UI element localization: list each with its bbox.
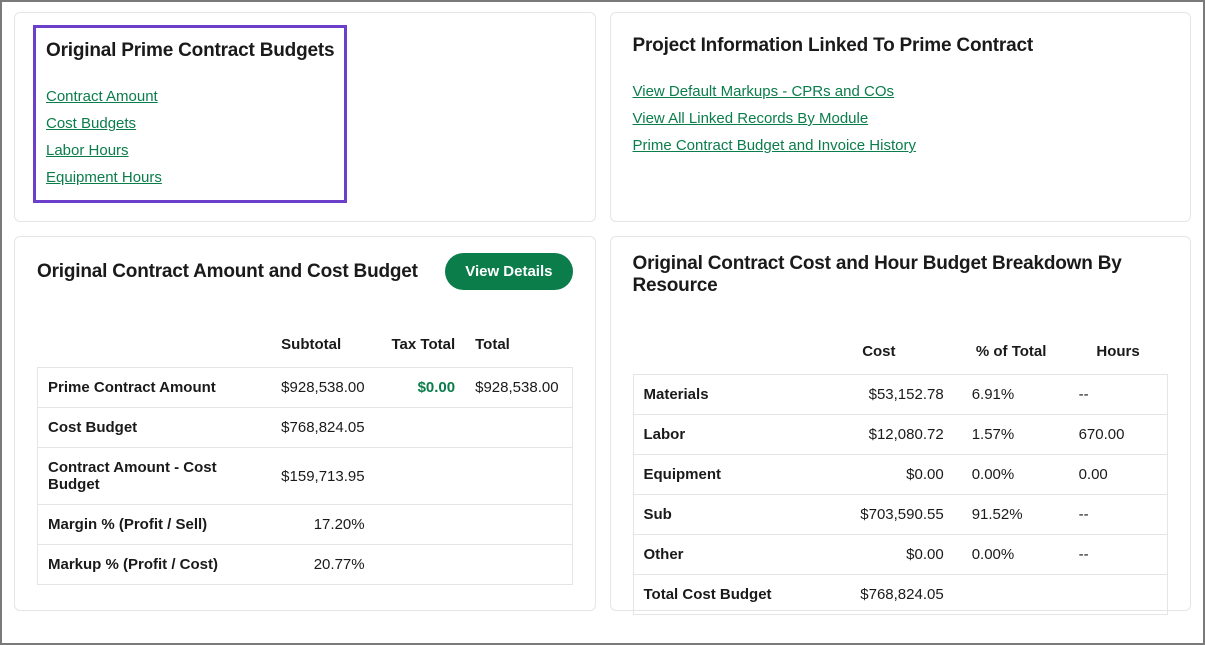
row-subtotal: $159,713.95 bbox=[271, 448, 374, 505]
col-blank bbox=[38, 326, 272, 368]
col-blank bbox=[633, 333, 804, 375]
card-prime-contract-budgets: Original Prime Contract Budgets Contract… bbox=[14, 12, 596, 222]
row-label: Markup % (Profit / Cost) bbox=[38, 545, 272, 585]
table-row: Cost Budget $768,824.05 bbox=[38, 408, 573, 448]
col-pct: % of Total bbox=[954, 333, 1061, 375]
row-label: Equipment bbox=[633, 455, 804, 495]
row-pct: 6.91% bbox=[954, 375, 1061, 415]
card-title-budgets: Original Prime Contract Budgets bbox=[46, 40, 334, 62]
row-hours: 0.00 bbox=[1061, 455, 1168, 495]
card-title-project-info: Project Information Linked To Prime Cont… bbox=[633, 35, 1169, 57]
row-label: Contract Amount - Cost Budget bbox=[38, 448, 272, 505]
row-cost: $703,590.55 bbox=[804, 495, 954, 535]
row-tax bbox=[375, 505, 466, 545]
col-subtotal: Subtotal bbox=[271, 326, 374, 368]
table-amount-budget: Subtotal Tax Total Total Prime Contract … bbox=[37, 326, 573, 585]
table-header-row: Subtotal Tax Total Total bbox=[38, 326, 573, 368]
link-labor-hours[interactable]: Labor Hours bbox=[46, 142, 129, 159]
link-contract-amount[interactable]: Contract Amount bbox=[46, 88, 158, 105]
table-row: Prime Contract Amount $928,538.00 $0.00 … bbox=[38, 368, 573, 408]
card-title-amount-budget: Original Contract Amount and Cost Budget bbox=[37, 261, 418, 283]
table-row: Margin % (Profit / Sell) 17.20% bbox=[38, 505, 573, 545]
card-project-info: Project Information Linked To Prime Cont… bbox=[610, 12, 1192, 222]
row-subtotal: 17.20% bbox=[271, 505, 374, 545]
link-linked-records[interactable]: View All Linked Records By Module bbox=[633, 110, 869, 127]
row-pct: 1.57% bbox=[954, 415, 1061, 455]
row-total bbox=[465, 448, 572, 505]
card-breakdown: Original Contract Cost and Hour Budget B… bbox=[610, 236, 1192, 611]
row-label: Other bbox=[633, 535, 804, 575]
row-total bbox=[465, 545, 572, 585]
link-list-project-info: View Default Markups - CPRs and COs View… bbox=[633, 83, 1169, 154]
row-hours: 670.00 bbox=[1061, 415, 1168, 455]
row-hours: -- bbox=[1061, 535, 1168, 575]
row-label: Margin % (Profit / Sell) bbox=[38, 505, 272, 545]
row-pct: 91.52% bbox=[954, 495, 1061, 535]
col-hours: Hours bbox=[1061, 333, 1168, 375]
link-cost-budgets[interactable]: Cost Budgets bbox=[46, 115, 136, 132]
row-total bbox=[465, 505, 572, 545]
row-label: Materials bbox=[633, 375, 804, 415]
row-tax bbox=[375, 448, 466, 505]
row-label: Sub bbox=[633, 495, 804, 535]
row-tax bbox=[375, 408, 466, 448]
view-details-button[interactable]: View Details bbox=[445, 253, 572, 290]
row-pct: 0.00% bbox=[954, 535, 1061, 575]
row-label: Total Cost Budget bbox=[633, 575, 804, 615]
table-row: Sub $703,590.55 91.52% -- bbox=[633, 495, 1168, 535]
row-label: Prime Contract Amount bbox=[38, 368, 272, 408]
row-cost: $53,152.78 bbox=[804, 375, 954, 415]
link-budget-invoice-history[interactable]: Prime Contract Budget and Invoice Histor… bbox=[633, 137, 916, 154]
table-row: Other $0.00 0.00% -- bbox=[633, 535, 1168, 575]
app-frame: Original Prime Contract Budgets Contract… bbox=[0, 0, 1205, 645]
row-hours: -- bbox=[1061, 375, 1168, 415]
card-header-breakdown: Original Contract Cost and Hour Budget B… bbox=[633, 253, 1169, 297]
row-total: $928,538.00 bbox=[465, 368, 572, 408]
row-cost: $0.00 bbox=[804, 535, 954, 575]
row-subtotal: $928,538.00 bbox=[271, 368, 374, 408]
row-tax: $0.00 bbox=[375, 368, 466, 408]
row-hours bbox=[1061, 575, 1168, 615]
row-tax bbox=[375, 545, 466, 585]
row-cost: $0.00 bbox=[804, 455, 954, 495]
col-tax-total: Tax Total bbox=[375, 326, 466, 368]
table-header-row: Cost % of Total Hours bbox=[633, 333, 1168, 375]
table-row: Contract Amount - Cost Budget $159,713.9… bbox=[38, 448, 573, 505]
row-cost: $12,080.72 bbox=[804, 415, 954, 455]
row-total bbox=[465, 408, 572, 448]
table-row: Equipment $0.00 0.00% 0.00 bbox=[633, 455, 1168, 495]
table-row: Total Cost Budget $768,824.05 bbox=[633, 575, 1168, 615]
row-hours: -- bbox=[1061, 495, 1168, 535]
table-breakdown: Cost % of Total Hours Materials $53,152.… bbox=[633, 333, 1169, 615]
card-grid: Original Prime Contract Budgets Contract… bbox=[14, 12, 1191, 633]
row-subtotal: $768,824.05 bbox=[271, 408, 374, 448]
row-pct: 0.00% bbox=[954, 455, 1061, 495]
col-total: Total bbox=[465, 326, 572, 368]
row-label: Labor bbox=[633, 415, 804, 455]
link-list-budgets: Contract Amount Cost Budgets Labor Hours… bbox=[46, 88, 334, 186]
card-amount-budget: Original Contract Amount and Cost Budget… bbox=[14, 236, 596, 611]
link-equipment-hours[interactable]: Equipment Hours bbox=[46, 169, 162, 186]
row-subtotal: 20.77% bbox=[271, 545, 374, 585]
row-cost: $768,824.05 bbox=[804, 575, 954, 615]
table-row: Markup % (Profit / Cost) 20.77% bbox=[38, 545, 573, 585]
table-row: Materials $53,152.78 6.91% -- bbox=[633, 375, 1168, 415]
card-header-amount-budget: Original Contract Amount and Cost Budget… bbox=[37, 253, 573, 290]
card-title-breakdown: Original Contract Cost and Hour Budget B… bbox=[633, 253, 1169, 297]
row-label: Cost Budget bbox=[38, 408, 272, 448]
link-default-markups[interactable]: View Default Markups - CPRs and COs bbox=[633, 83, 894, 100]
col-cost: Cost bbox=[804, 333, 954, 375]
row-pct bbox=[954, 575, 1061, 615]
table-row: Labor $12,080.72 1.57% 670.00 bbox=[633, 415, 1168, 455]
highlight-box: Original Prime Contract Budgets Contract… bbox=[33, 25, 347, 203]
